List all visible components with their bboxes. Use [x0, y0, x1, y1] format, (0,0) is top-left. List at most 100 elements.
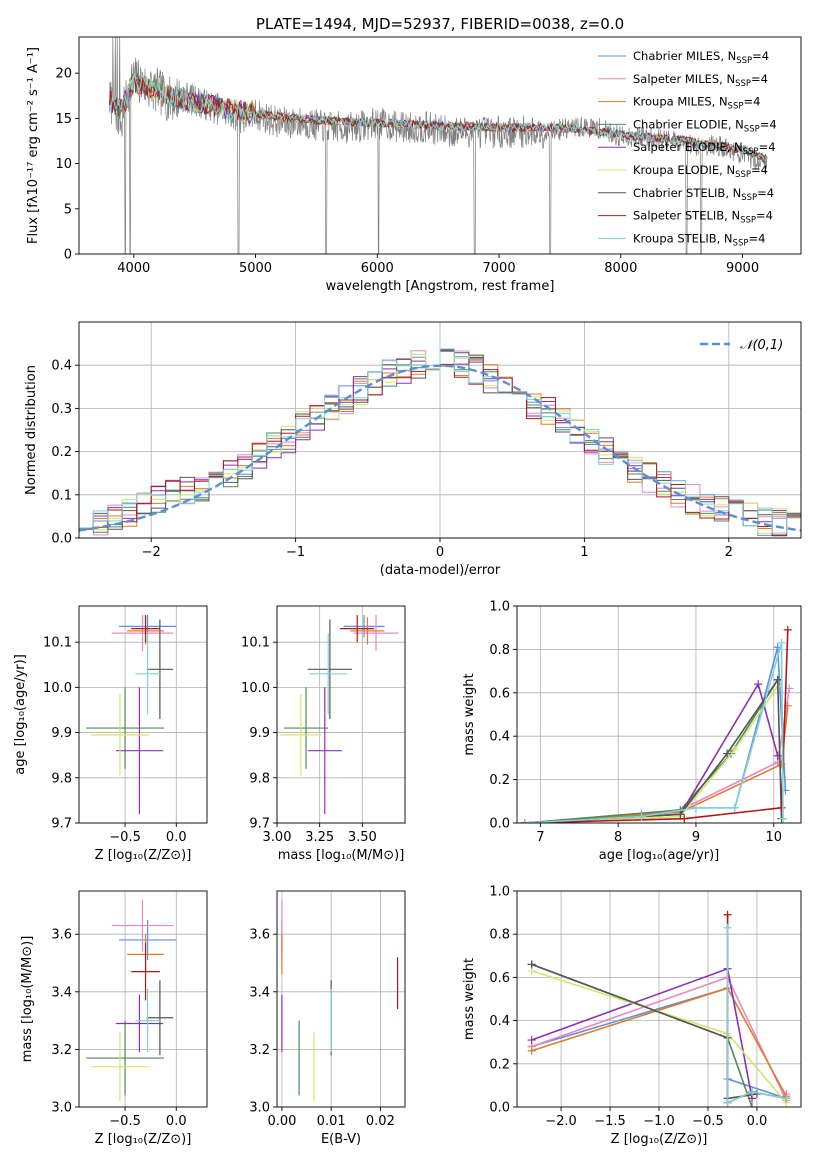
mass-vs-ebv-panel: 0.00 0.01 0.02 3.0 3.2 3.4 3.6 E(B-V): [249, 890, 406, 1147]
y-tick-label: 9.8: [51, 771, 72, 786]
y-tick-label: 9.9: [51, 726, 72, 741]
figure-title: PLATE=1494, MJD=52937, FIBERID=0038, z=0…: [256, 15, 624, 33]
weight-line-salpeter-elodie: [531, 967, 753, 1099]
x-tick-label: 3.50: [348, 830, 377, 845]
y-tick-label: 3.6: [51, 928, 72, 943]
weight-marker-chabrier-stelib: [773, 675, 782, 684]
y-tick-label: 0.0: [489, 817, 510, 832]
weight-vs-metallicity-panel: −2.0 −1.5 −1.0 −0.5 0.0 0.0 0.2 0.4 0.6 0.8 1.0 Z […: [462, 885, 802, 1147]
weight-marker-kroupa-stelib: [637, 812, 646, 821]
y-tick-label: 0.0: [51, 532, 72, 547]
y-tick-label: 0.2: [51, 445, 72, 460]
x-tick-label: 7: [536, 830, 544, 845]
y-tick-label: 3.0: [51, 1101, 72, 1116]
weight-line-kroupa-elodie: [524, 685, 779, 823]
axes-frame: [276, 605, 406, 824]
weight-marker-kroupa-stelib: [782, 1094, 791, 1103]
y-tick-label: 0.3: [51, 402, 72, 417]
legend-subscript: SSP: [728, 102, 744, 112]
x-tick-label: 9000: [726, 261, 759, 276]
axes-frame: [78, 605, 208, 824]
weight-marker-chabrier-stelib: [723, 749, 732, 758]
y-tick-label: 3.6: [249, 928, 270, 943]
weight-marker-kroupa-elodie: [730, 745, 739, 754]
axes-frame: [78, 890, 208, 1108]
x-tick-label: −1: [286, 545, 305, 560]
weight-line-chabrier-elodie: [524, 679, 779, 823]
legend-suffix: =4: [760, 117, 777, 131]
weight-line-salpeter-elodie: [524, 682, 779, 823]
model-kroupa-stelib-line: [108, 72, 768, 162]
weight-line-chabrier-stelib: [524, 677, 783, 823]
age-vs-metallicity-panel: −0.5 0.0 9.7 9.8 9.9 10.0 10.1 Z [log₁₀(Z/Z⊙)] a…: [13, 605, 208, 863]
axes-frame: [516, 605, 802, 824]
weight-line-salpeter-stelib: [524, 629, 789, 823]
plot-area: [280, 615, 399, 814]
x-tick-label: 4000: [117, 261, 150, 276]
legend-entry-kroupa-elodie: Kroupa ELODIE, NSSP=4: [633, 163, 768, 180]
x-axis-label: age [log₁₀(age/yr)]: [599, 848, 720, 863]
legend-subscript: SSP: [736, 56, 752, 66]
gridlines: [517, 890, 801, 1108]
x-axis-label: mass [log₁₀(M/M⊙)]: [278, 848, 405, 863]
y-tick-label: 0.0: [489, 1101, 510, 1116]
residual-histogram-panel: −2 −1 0 1 2 0.0 0.1 0.2 0.3 0.4 (data-model)/error…: [24, 321, 802, 578]
x-tick-label: 9: [692, 830, 700, 845]
y-tick-label: 10.1: [241, 636, 270, 651]
weight-marker-kroupa-stelib: [723, 1098, 732, 1107]
weight-marker-kroupa-stelib: [730, 803, 739, 812]
legend-subscript: SSP: [740, 216, 756, 226]
gridlines: [276, 606, 405, 824]
weight-marker-kroupa-stelib: [748, 1087, 757, 1096]
y-tick-label: 0.6: [489, 971, 510, 986]
y-axis-label: mass weight: [462, 673, 477, 755]
x-tick-label: −0.5: [109, 830, 141, 845]
x-axis-label: Z [log₁₀(Z/Z⊙)]: [611, 1132, 708, 1147]
y-tick-label: 3.4: [51, 985, 72, 1000]
y-tick-label: 3.0: [249, 1101, 270, 1116]
y-tick-label: 0.4: [489, 1014, 510, 1029]
legend-entry-salpeter-elodie: Salpeter ELODIE, NSSP=4: [633, 140, 776, 157]
x-tick-label: 0.0: [166, 830, 187, 845]
histogram-kroupa-stelib: [79, 348, 801, 538]
y-axis-label: Flux [fλ10⁻¹⁷ erg cm⁻² s⁻¹ A⁻¹]: [26, 47, 41, 244]
legend-entry-salpeter-stelib: Salpeter STELIB, NSSP=4: [633, 209, 773, 226]
legend-entry-chabrier-elodie: Chabrier ELODIE, NSSP=4: [633, 117, 777, 134]
plot-area: [108, 37, 768, 254]
x-tick-label: 5000: [239, 261, 272, 276]
weight-marker-salpeter-elodie: [527, 1036, 536, 1045]
spectrum-legend: Chabrier MILES, NSSP=4 Salpeter MILES, NS…: [598, 49, 777, 248]
legend-suffix: =4: [748, 231, 765, 245]
legend-entry-kroupa-miles: Kroupa MILES, NSSP=4: [633, 95, 760, 112]
x-tick-label: 3.25: [305, 830, 334, 845]
weight-marker-kroupa-stelib: [520, 819, 529, 823]
legend-entry-normal: 𝒩(0,1): [740, 338, 783, 353]
weight-marker-kroupa-stelib: [723, 923, 732, 932]
legend-suffix: =4: [752, 49, 769, 63]
legend-entry-salpeter-miles: Salpeter MILES, NSSP=4: [633, 72, 768, 89]
weight-line-chabrier-miles: [524, 646, 787, 823]
legend-suffix: =4: [751, 72, 768, 86]
legend-suffix: =4: [743, 95, 760, 109]
x-axis-label: E(B-V): [321, 1132, 361, 1147]
y-tick-label: 9.9: [249, 726, 270, 741]
y-tick-label: 3.4: [249, 985, 270, 1000]
x-tick-label: 0.00: [267, 1114, 296, 1129]
legend-entry-kroupa-stelib: Kroupa STELIB, NSSP=4: [633, 231, 765, 248]
x-tick-label: 2: [725, 545, 733, 560]
legend-suffix: =4: [751, 163, 768, 177]
x-axis-label: Z [log₁₀(Z/Z⊙)]: [95, 848, 192, 863]
y-tick-label: 3.2: [51, 1043, 72, 1058]
x-tick-label: 3.00: [263, 830, 292, 845]
plot-area: [520, 625, 794, 823]
plot-area: [281, 899, 399, 1102]
y-tick-label: 9.7: [249, 817, 270, 832]
weight-marker-kroupa-stelib: [777, 638, 786, 647]
weight-line-chabrier-elodie: [531, 963, 753, 1107]
legend-subscript: SSP: [741, 193, 757, 203]
weight-marker-salpeter-miles: [785, 684, 794, 693]
y-tick-label: 0.6: [489, 686, 510, 701]
plot-area: [86, 615, 177, 814]
plot-area: [79, 348, 801, 538]
